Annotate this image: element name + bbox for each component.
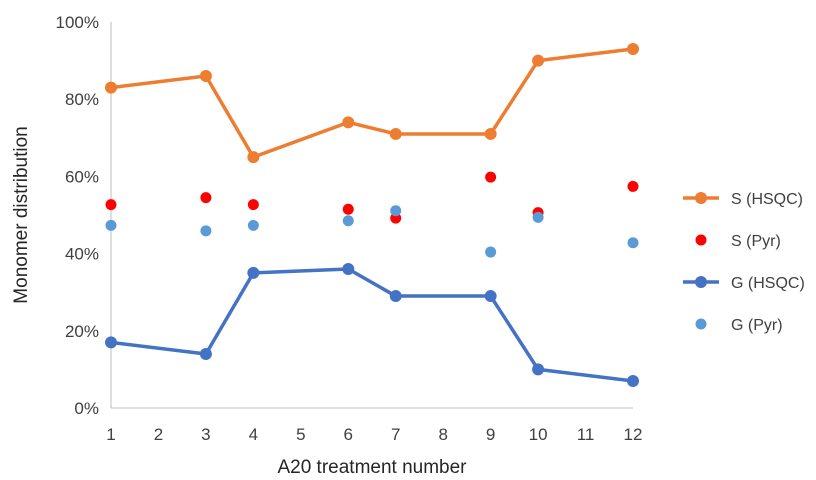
plot-area: 0%20%40%60%80%100% 1 2 3 4 5 6 7 8 9 10 11 12 [56, 13, 643, 444]
x-tick-label: 9 [486, 425, 495, 444]
legend-label: G (Pyr) [731, 317, 783, 334]
data-point-g-pyr [247, 219, 259, 231]
x-tick-label: 12 [624, 425, 643, 444]
data-point-s-pyr [342, 203, 354, 215]
series-g-hsqc [105, 263, 639, 387]
legend: S (HSQC) S (Pyr) G (HSQC) G (Pyr) [683, 191, 805, 334]
series-layer [105, 43, 639, 387]
series-g-pyr [105, 205, 639, 258]
x-tick-label: 11 [577, 425, 595, 444]
data-point-g-pyr [390, 205, 402, 217]
data-point-g-hsqc [342, 263, 355, 276]
data-point-s-pyr [247, 199, 259, 211]
legend-item-g-hsqc: G (HSQC) [683, 275, 805, 292]
data-point-s-hsqc [342, 116, 355, 129]
y-tick-label: 40% [65, 245, 99, 264]
x-tick-label: 2 [154, 425, 163, 444]
legend-label: G (HSQC) [731, 275, 805, 292]
data-point-s-hsqc [532, 54, 545, 67]
legend-item-g-pyr: G (Pyr) [695, 317, 783, 334]
legend-swatch-marker [695, 276, 707, 288]
series-line-g-hsqc [110, 267, 634, 383]
legend-item-s-pyr: S (Pyr) [695, 233, 781, 250]
data-point-s-hsqc [627, 43, 639, 56]
y-axis-title: Monomer distribution [11, 126, 32, 303]
data-point-g-hsqc [627, 374, 639, 387]
x-tick-labels: 1 2 3 4 5 6 7 8 9 10 11 12 [106, 425, 642, 444]
y-tick-labels: 0% 20% 40% 60% 80% 100% [56, 13, 99, 418]
data-point-g-pyr [342, 215, 354, 227]
data-point-g-hsqc [199, 347, 212, 360]
data-point-g-hsqc [105, 336, 117, 349]
x-tick-label: 1 [106, 425, 115, 444]
y-tick-label: 100% [56, 13, 99, 32]
data-point-g-pyr [485, 246, 497, 258]
data-point-g-hsqc [484, 290, 497, 303]
x-tick-label: 6 [344, 425, 353, 444]
x-tick-label: 3 [201, 425, 210, 444]
series-line-s-hsqc [110, 47, 634, 159]
data-point-g-pyr [105, 219, 117, 231]
x-tick-label: 5 [296, 425, 305, 444]
legend-label: S (Pyr) [731, 233, 781, 250]
legend-swatch-marker [695, 192, 707, 204]
data-point-g-pyr [532, 211, 544, 223]
y-tick-label: 0% [74, 399, 99, 418]
data-point-s-pyr [485, 171, 497, 183]
legend-item-s-hsqc: S (HSQC) [683, 191, 803, 208]
y-tick-label: 20% [65, 322, 99, 341]
legend-swatch-marker [695, 318, 707, 330]
x-tick-label: 7 [391, 425, 400, 444]
data-point-s-hsqc [199, 70, 212, 83]
data-point-s-hsqc [105, 81, 117, 94]
data-point-s-pyr [200, 192, 212, 204]
data-point-g-hsqc [389, 290, 402, 303]
legend-swatch-marker [695, 234, 707, 246]
legend-label: S (HSQC) [731, 191, 803, 208]
series-s-pyr [105, 171, 639, 224]
data-point-s-hsqc [247, 151, 260, 164]
data-point-s-hsqc [484, 127, 497, 140]
x-axis-title: A20 treatment number [277, 457, 467, 478]
x-tick-label: 8 [438, 425, 447, 444]
x-tick-label: 4 [249, 425, 258, 444]
series-s-hsqc [105, 43, 639, 164]
y-tick-label: 80% [65, 90, 99, 109]
x-tick-label: 10 [529, 425, 548, 444]
data-point-g-hsqc [247, 266, 260, 279]
data-point-g-pyr [627, 237, 639, 249]
data-point-s-pyr [105, 199, 117, 211]
data-point-g-hsqc [532, 363, 545, 376]
data-point-g-pyr [200, 225, 212, 237]
data-point-s-pyr [627, 180, 639, 192]
y-tick-label: 60% [65, 167, 99, 186]
data-point-s-hsqc [389, 127, 402, 140]
